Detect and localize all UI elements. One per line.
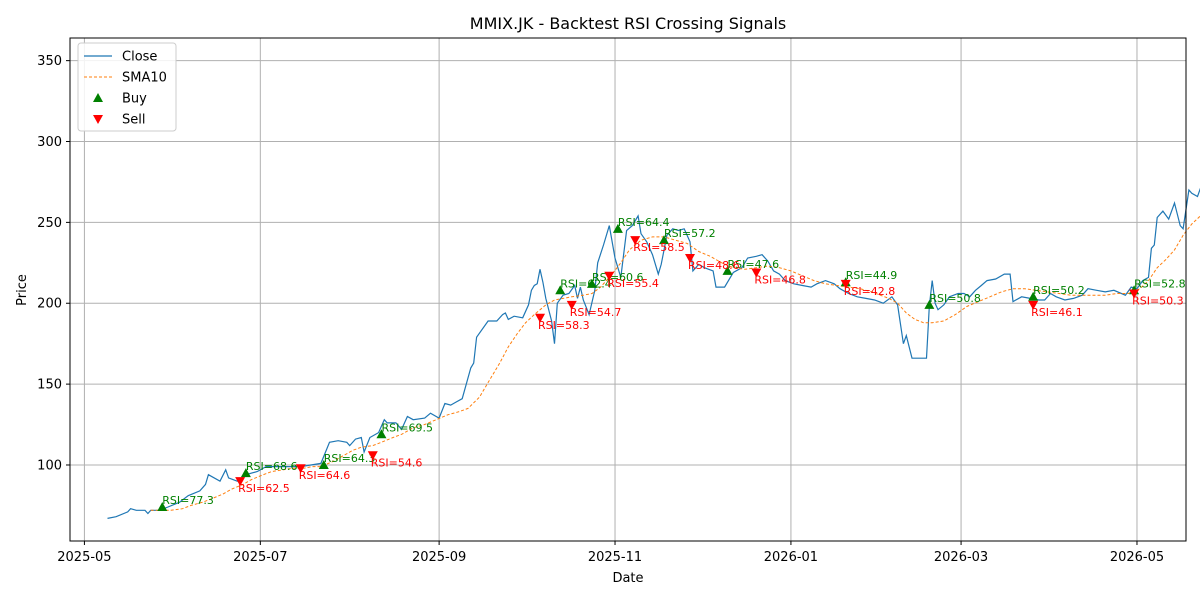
- buy-annotation: RSI=68.6: [246, 460, 298, 473]
- x-tick-label: 2025-11: [588, 550, 642, 565]
- sell-annotation: RSI=58.3: [538, 319, 590, 332]
- sell-annotation: RSI=46.8: [754, 274, 806, 287]
- signal-markers: RSI=77.3 RSI=68.6 RSI=64.3 RSI=69.5 RSI=62.4…: [157, 216, 1186, 512]
- sell-marker: [566, 300, 577, 310]
- buy-marker: [924, 299, 935, 309]
- buy-marker: [240, 468, 251, 478]
- y-tick-label: 300: [37, 135, 62, 150]
- x-tick-label: 2026-03: [934, 550, 988, 565]
- sell-marker: [840, 279, 851, 289]
- sell-annotation: RSI=58.5: [633, 241, 685, 254]
- x-tick-label: 2025-05: [57, 550, 111, 565]
- plot-frame: [69, 37, 1187, 542]
- sell-annotation: RSI=54.7: [570, 306, 622, 319]
- sell-annotation: RSI=54.6: [371, 456, 423, 469]
- buy-marker: [612, 223, 623, 233]
- x-tick-label: 2026-01: [764, 550, 818, 565]
- sell-annotation: RSI=50.3: [1132, 295, 1184, 308]
- sell-marker: [685, 253, 695, 263]
- x-axis-label: Date: [612, 571, 643, 586]
- legend-label: Close: [122, 50, 157, 65]
- y-axis-label: Price: [15, 274, 30, 306]
- legend-buy-swatch: [93, 93, 103, 102]
- axis-ticks: 2025-05 2025-07 2025-09 2025-11 2026-01 2026-…: [37, 54, 1164, 565]
- buy-annotation: RSI=62.4: [560, 277, 612, 290]
- sell-annotation: RSI=62.5: [238, 482, 290, 495]
- y-tick-label: 200: [37, 297, 62, 312]
- buy-annotation: RSI=47.6: [727, 258, 779, 271]
- legend-label: Buy: [122, 92, 147, 107]
- buy-marker: [555, 285, 566, 295]
- y-tick-label: 350: [37, 54, 62, 69]
- buy-marker: [318, 459, 329, 469]
- sma10-line: [150, 215, 1200, 511]
- sell-annotation: RSI=46.1: [1031, 306, 1083, 319]
- buy-annotation: RSI=50.8: [929, 292, 981, 305]
- x-tick-label: 2025-07: [233, 550, 287, 565]
- legend-label: SMA10: [122, 71, 167, 86]
- series-layer: [107, 187, 1200, 519]
- x-tick-label: 2026-05: [1110, 550, 1164, 565]
- sell-marker: [1129, 289, 1140, 299]
- sell-marker: [235, 477, 246, 487]
- buy-marker: [722, 265, 733, 275]
- buy-annotation: RSI=60.6: [592, 271, 644, 284]
- buy-annotation: RSI=77.3: [162, 494, 214, 507]
- legend-sell-swatch: [93, 115, 103, 124]
- legend-box: [77, 42, 177, 132]
- y-tick-label: 100: [37, 458, 62, 473]
- buy-annotation: RSI=57.2: [664, 227, 716, 240]
- x-tick-label: 2025-09: [412, 550, 466, 565]
- sell-annotation: RSI=64.6: [299, 469, 351, 482]
- buy-marker: [157, 502, 168, 512]
- sell-annotation: RSI=42.8: [844, 285, 896, 298]
- y-tick-label: 150: [37, 378, 62, 393]
- buy-marker: [376, 429, 387, 439]
- legend: Close SMA10 Buy Sell: [77, 42, 177, 132]
- buy-annotation: RSI=52.8: [1134, 277, 1186, 290]
- sell-annotation: RSI=48.6: [688, 259, 740, 272]
- sell-marker: [751, 268, 762, 278]
- legend-label: Sell: [122, 113, 145, 128]
- grid: [70, 38, 1186, 541]
- sell-marker: [1028, 300, 1039, 310]
- sell-marker: [367, 451, 378, 461]
- buy-annotation: RSI=50.2: [1033, 284, 1085, 297]
- buy-marker: [1028, 291, 1039, 301]
- sell-marker: [604, 271, 615, 281]
- buy-annotation: RSI=69.5: [381, 421, 433, 434]
- buy-annotation: RSI=64.3: [324, 452, 376, 465]
- y-tick-label: 250: [37, 216, 62, 231]
- sell-marker: [295, 464, 306, 474]
- sell-marker: [535, 313, 546, 323]
- chart-title: MMIX.JK - Backtest RSI Crossing Signals: [470, 14, 786, 33]
- buy-marker: [659, 235, 670, 245]
- sell-marker: [630, 236, 641, 246]
- buy-marker: [586, 278, 597, 288]
- buy-annotation: RSI=64.4: [618, 216, 670, 229]
- sell-annotation: RSI=55.4: [607, 277, 659, 290]
- buy-annotation: RSI=44.9: [846, 269, 898, 282]
